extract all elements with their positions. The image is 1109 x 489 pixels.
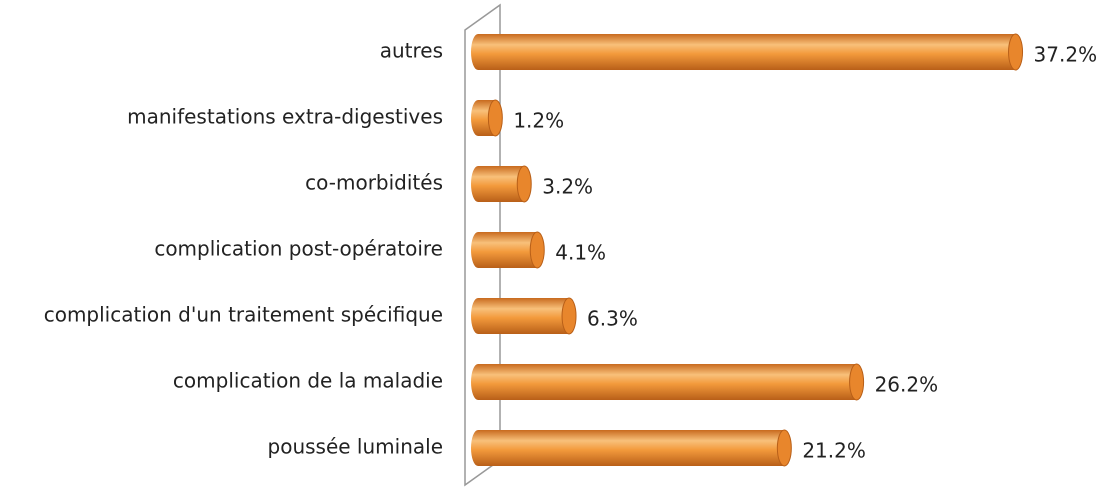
value-label: 6.3% xyxy=(587,307,638,331)
bar-cap xyxy=(561,297,577,335)
bar xyxy=(471,34,1023,70)
value-label: 1.2% xyxy=(513,109,564,133)
bar xyxy=(471,166,532,202)
category-label: poussée luminale xyxy=(268,435,443,459)
bar-cap xyxy=(849,363,865,401)
category-label: complication post-opératoire xyxy=(154,237,443,261)
bar xyxy=(471,364,864,400)
category-label: co-morbidités xyxy=(305,171,443,195)
category-label: complication de la maladie xyxy=(173,369,443,393)
bar xyxy=(471,232,545,268)
value-label: 3.2% xyxy=(542,175,593,199)
category-label: complication d'un traitement spécifique xyxy=(44,303,443,327)
bar xyxy=(471,298,577,334)
bar-cap xyxy=(516,165,532,203)
value-label: 4.1% xyxy=(555,241,606,265)
bar-cap xyxy=(529,231,545,269)
value-label: 21.2% xyxy=(802,439,866,463)
category-label: manifestations extra-digestives xyxy=(127,105,443,129)
value-label: 26.2% xyxy=(875,373,939,397)
category-label: autres xyxy=(380,39,443,63)
value-label: 37.2% xyxy=(1034,43,1098,67)
bar-cap xyxy=(487,99,503,137)
bar-cap xyxy=(776,429,792,467)
bar-cap xyxy=(1008,33,1024,71)
bar xyxy=(471,430,792,466)
